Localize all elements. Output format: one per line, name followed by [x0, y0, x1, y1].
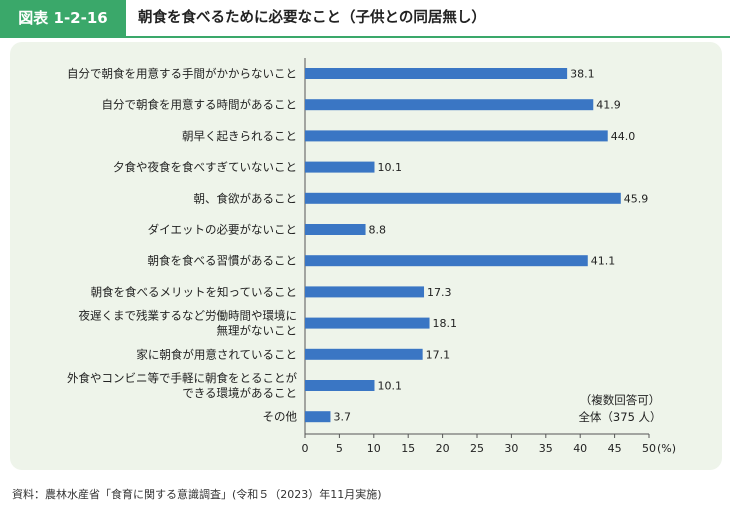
- category-label: できる環境があること: [182, 386, 297, 400]
- bar: [305, 348, 423, 360]
- bar: [305, 411, 331, 423]
- bar-value-label: 17.3: [427, 286, 452, 299]
- bar: [305, 68, 568, 79]
- bar-value-label: 45.9: [624, 192, 649, 205]
- bar-value-label: 44.0: [611, 130, 636, 143]
- bar-value-label: 18.1: [433, 317, 458, 330]
- x-tick-label: 30: [504, 442, 518, 455]
- respondent-note-total: 全体（375 人）: [578, 410, 661, 424]
- category-label: 自分で朝食を用意する時間があること: [102, 98, 298, 112]
- bar: [305, 192, 621, 204]
- bar-value-label: 8.8: [369, 224, 387, 237]
- x-tick-label: 25: [470, 442, 484, 455]
- category-label: 朝食を食べるメリットを知っていること: [91, 285, 297, 299]
- category-label: 家に朝食が用意されていること: [136, 347, 297, 361]
- bar: [305, 286, 425, 298]
- bar-value-label: 41.9: [596, 99, 621, 112]
- figure-header: 図表 1-2-16 朝食を食べるために必要なこと（子供との同居無し）: [0, 0, 730, 38]
- respondent-note-multiple-answers: （複数回答可）: [580, 393, 661, 407]
- x-tick-label: 45: [608, 442, 622, 455]
- x-tick-label: 35: [539, 442, 553, 455]
- category-label: 朝、食欲があること: [194, 191, 298, 205]
- bar-value-label: 17.1: [426, 348, 451, 361]
- bar-value-label: 38.1: [570, 68, 595, 81]
- x-tick-label: 10: [367, 442, 381, 455]
- category-label: 朝食を食べる習慣があること: [148, 254, 298, 268]
- bar-value-label: 10.1: [377, 161, 402, 174]
- bar-value-label: 3.7: [333, 411, 351, 424]
- source-note: 資料：農林水産省「食育に関する意識調査」(令和５（2023）年11月実施): [12, 488, 382, 501]
- x-tick-label: 40: [573, 442, 587, 455]
- x-tick-label: 50: [642, 442, 656, 455]
- category-label: 外食やコンビニ等で手軽に朝食をとることが: [67, 371, 297, 385]
- x-tick-label: 5: [336, 442, 343, 455]
- bar: [305, 161, 375, 173]
- x-tick-label: 15: [401, 442, 415, 455]
- category-label: 自分で朝食を用意する手間がかからないこと: [67, 67, 297, 81]
- x-tick-label: 20: [436, 442, 450, 455]
- bar: [305, 130, 608, 142]
- category-label: 無理がないこと: [217, 324, 298, 338]
- category-label: ダイエットの必要がないこと: [148, 223, 297, 237]
- figure-number-badge: 図表 1-2-16: [0, 0, 126, 36]
- bar: [305, 317, 430, 329]
- x-tick-label: 0: [302, 442, 309, 455]
- figure-title: 朝食を食べるために必要なこと（子供との同居無し）: [138, 10, 486, 26]
- bar: [305, 380, 375, 391]
- bar: [305, 255, 588, 267]
- bar: [305, 99, 594, 111]
- category-label: その他: [263, 410, 298, 424]
- category-label: 夜遅くまで残業するなど労働時間や環境に: [79, 309, 298, 323]
- bar-value-label: 41.1: [591, 255, 616, 268]
- bar-value-label: 10.1: [377, 380, 402, 393]
- x-axis-unit: (%): [657, 442, 676, 455]
- bar: [305, 224, 366, 235]
- category-label: 朝早く起きられること: [182, 129, 297, 143]
- category-label: 夕食や夜食を食べすぎていないこと: [113, 160, 297, 174]
